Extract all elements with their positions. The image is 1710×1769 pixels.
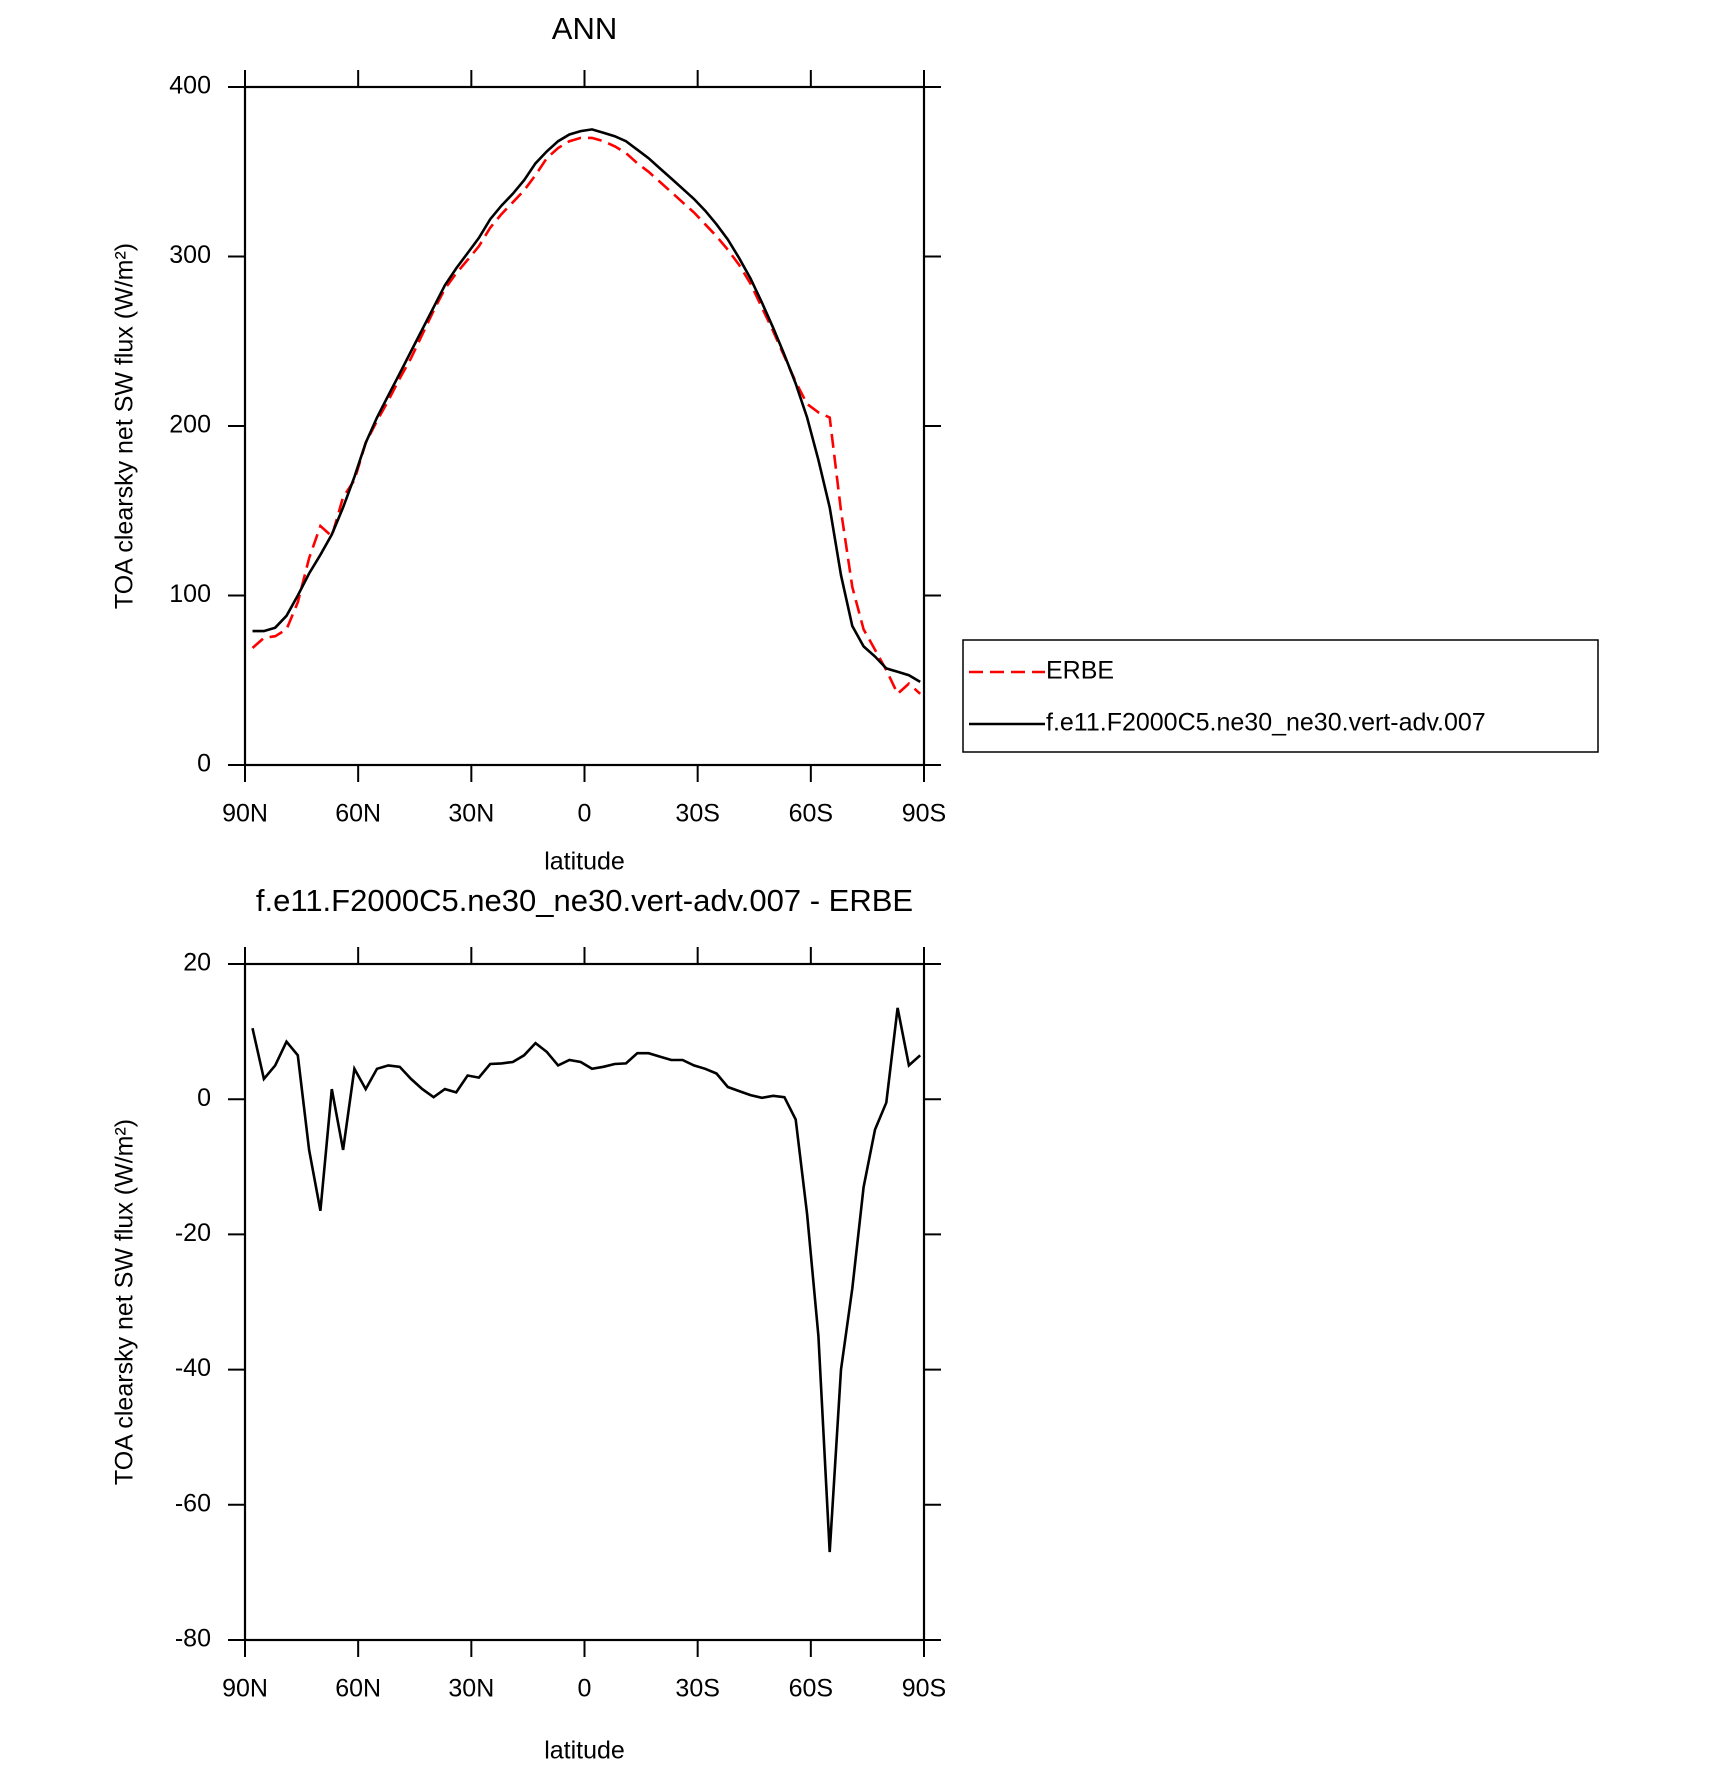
y-axis-label: TOA clearsky net SW flux (W/m²) (111, 243, 139, 609)
y-tick-label: 400 (169, 72, 211, 100)
chart-title: f.e11.F2000C5.ne30_ne30.vert-adv.007 - E… (256, 883, 913, 918)
plot-frame (243, 962, 926, 1642)
y-tick-label: 20 (183, 949, 211, 977)
data-line (252, 128, 921, 684)
x-tick-label: 60S (789, 800, 833, 828)
x-tick-label: 60S (789, 1675, 833, 1703)
x-axis-label: latitude (544, 1737, 625, 1765)
y-tick-label: 300 (169, 241, 211, 269)
y-tick-label: -40 (175, 1354, 211, 1382)
plot-frame (243, 85, 926, 767)
y-axis-label: TOA clearsky net SW flux (W/m²) (111, 1119, 139, 1485)
x-tick-label: 30N (448, 1675, 494, 1703)
x-tick-label: 90S (902, 800, 946, 828)
data-line (251, 1007, 922, 1553)
legend-label: f.e11.F2000C5.ne30_ne30.vert-adv.007 (1046, 709, 1486, 737)
x-tick-label: 0 (578, 800, 592, 828)
x-tick-label: 90S (902, 1675, 946, 1703)
x-tick-label: 30N (448, 800, 494, 828)
y-tick-label: 0 (197, 1084, 211, 1112)
y-tick-label: 100 (169, 580, 211, 608)
legend-box (962, 639, 1599, 753)
legend-label: ERBE (1046, 657, 1114, 685)
x-tick-label: 90N (222, 1675, 268, 1703)
y-tick-label: -20 (175, 1219, 211, 1247)
data-line (251, 136, 922, 696)
x-tick-label: 30S (675, 1675, 719, 1703)
x-tick-label: 60N (335, 800, 381, 828)
x-tick-label: 30S (675, 800, 719, 828)
chart-title: ANN (552, 11, 617, 46)
y-tick-label: -80 (175, 1625, 211, 1653)
y-tick-label: -60 (175, 1489, 211, 1517)
x-axis-label: latitude (544, 848, 625, 876)
x-tick-label: 90N (222, 800, 268, 828)
y-tick-label: 0 (197, 750, 211, 778)
y-tick-label: 200 (169, 411, 211, 439)
x-tick-label: 60N (335, 1675, 381, 1703)
x-tick-label: 0 (578, 1675, 592, 1703)
